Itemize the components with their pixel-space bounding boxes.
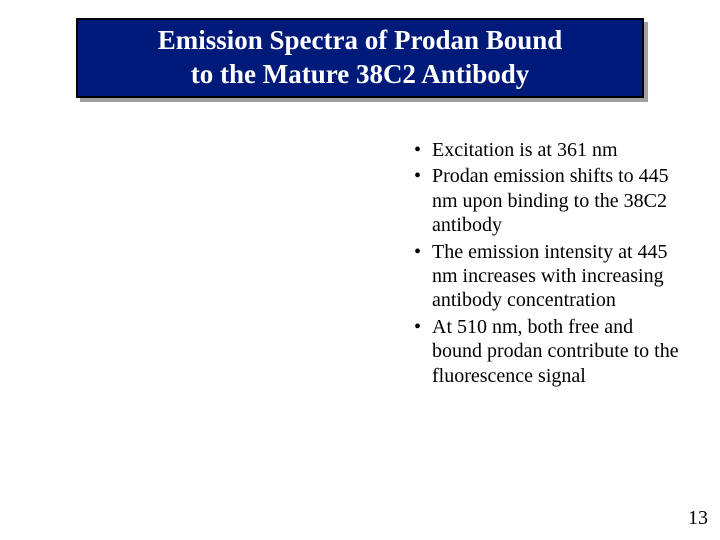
bullet-text: Prodan emission shifts to 445 nm upon bi… <box>432 165 669 236</box>
list-item: At 510 nm, both free and bound prodan co… <box>410 315 686 388</box>
title-line-2: to the Mature 38C2 Antibody <box>191 59 530 89</box>
list-item: Prodan emission shifts to 445 nm upon bi… <box>410 164 686 237</box>
list-item: The emission intensity at 445 nm increas… <box>410 240 686 313</box>
slide-title: Emission Spectra of Prodan Bound to the … <box>140 24 581 92</box>
page-number: 13 <box>688 507 708 530</box>
bullet-text: Excitation is at 361 nm <box>432 139 618 161</box>
title-line-1: Emission Spectra of Prodan Bound <box>158 25 563 55</box>
bullet-list: Excitation is at 361 nm Prodan emission … <box>410 138 686 390</box>
title-box: Emission Spectra of Prodan Bound to the … <box>76 18 644 98</box>
bullet-text: The emission intensity at 445 nm increas… <box>432 241 668 312</box>
bullet-text: At 510 nm, both free and bound prodan co… <box>432 316 679 387</box>
list-item: Excitation is at 361 nm <box>410 138 686 162</box>
